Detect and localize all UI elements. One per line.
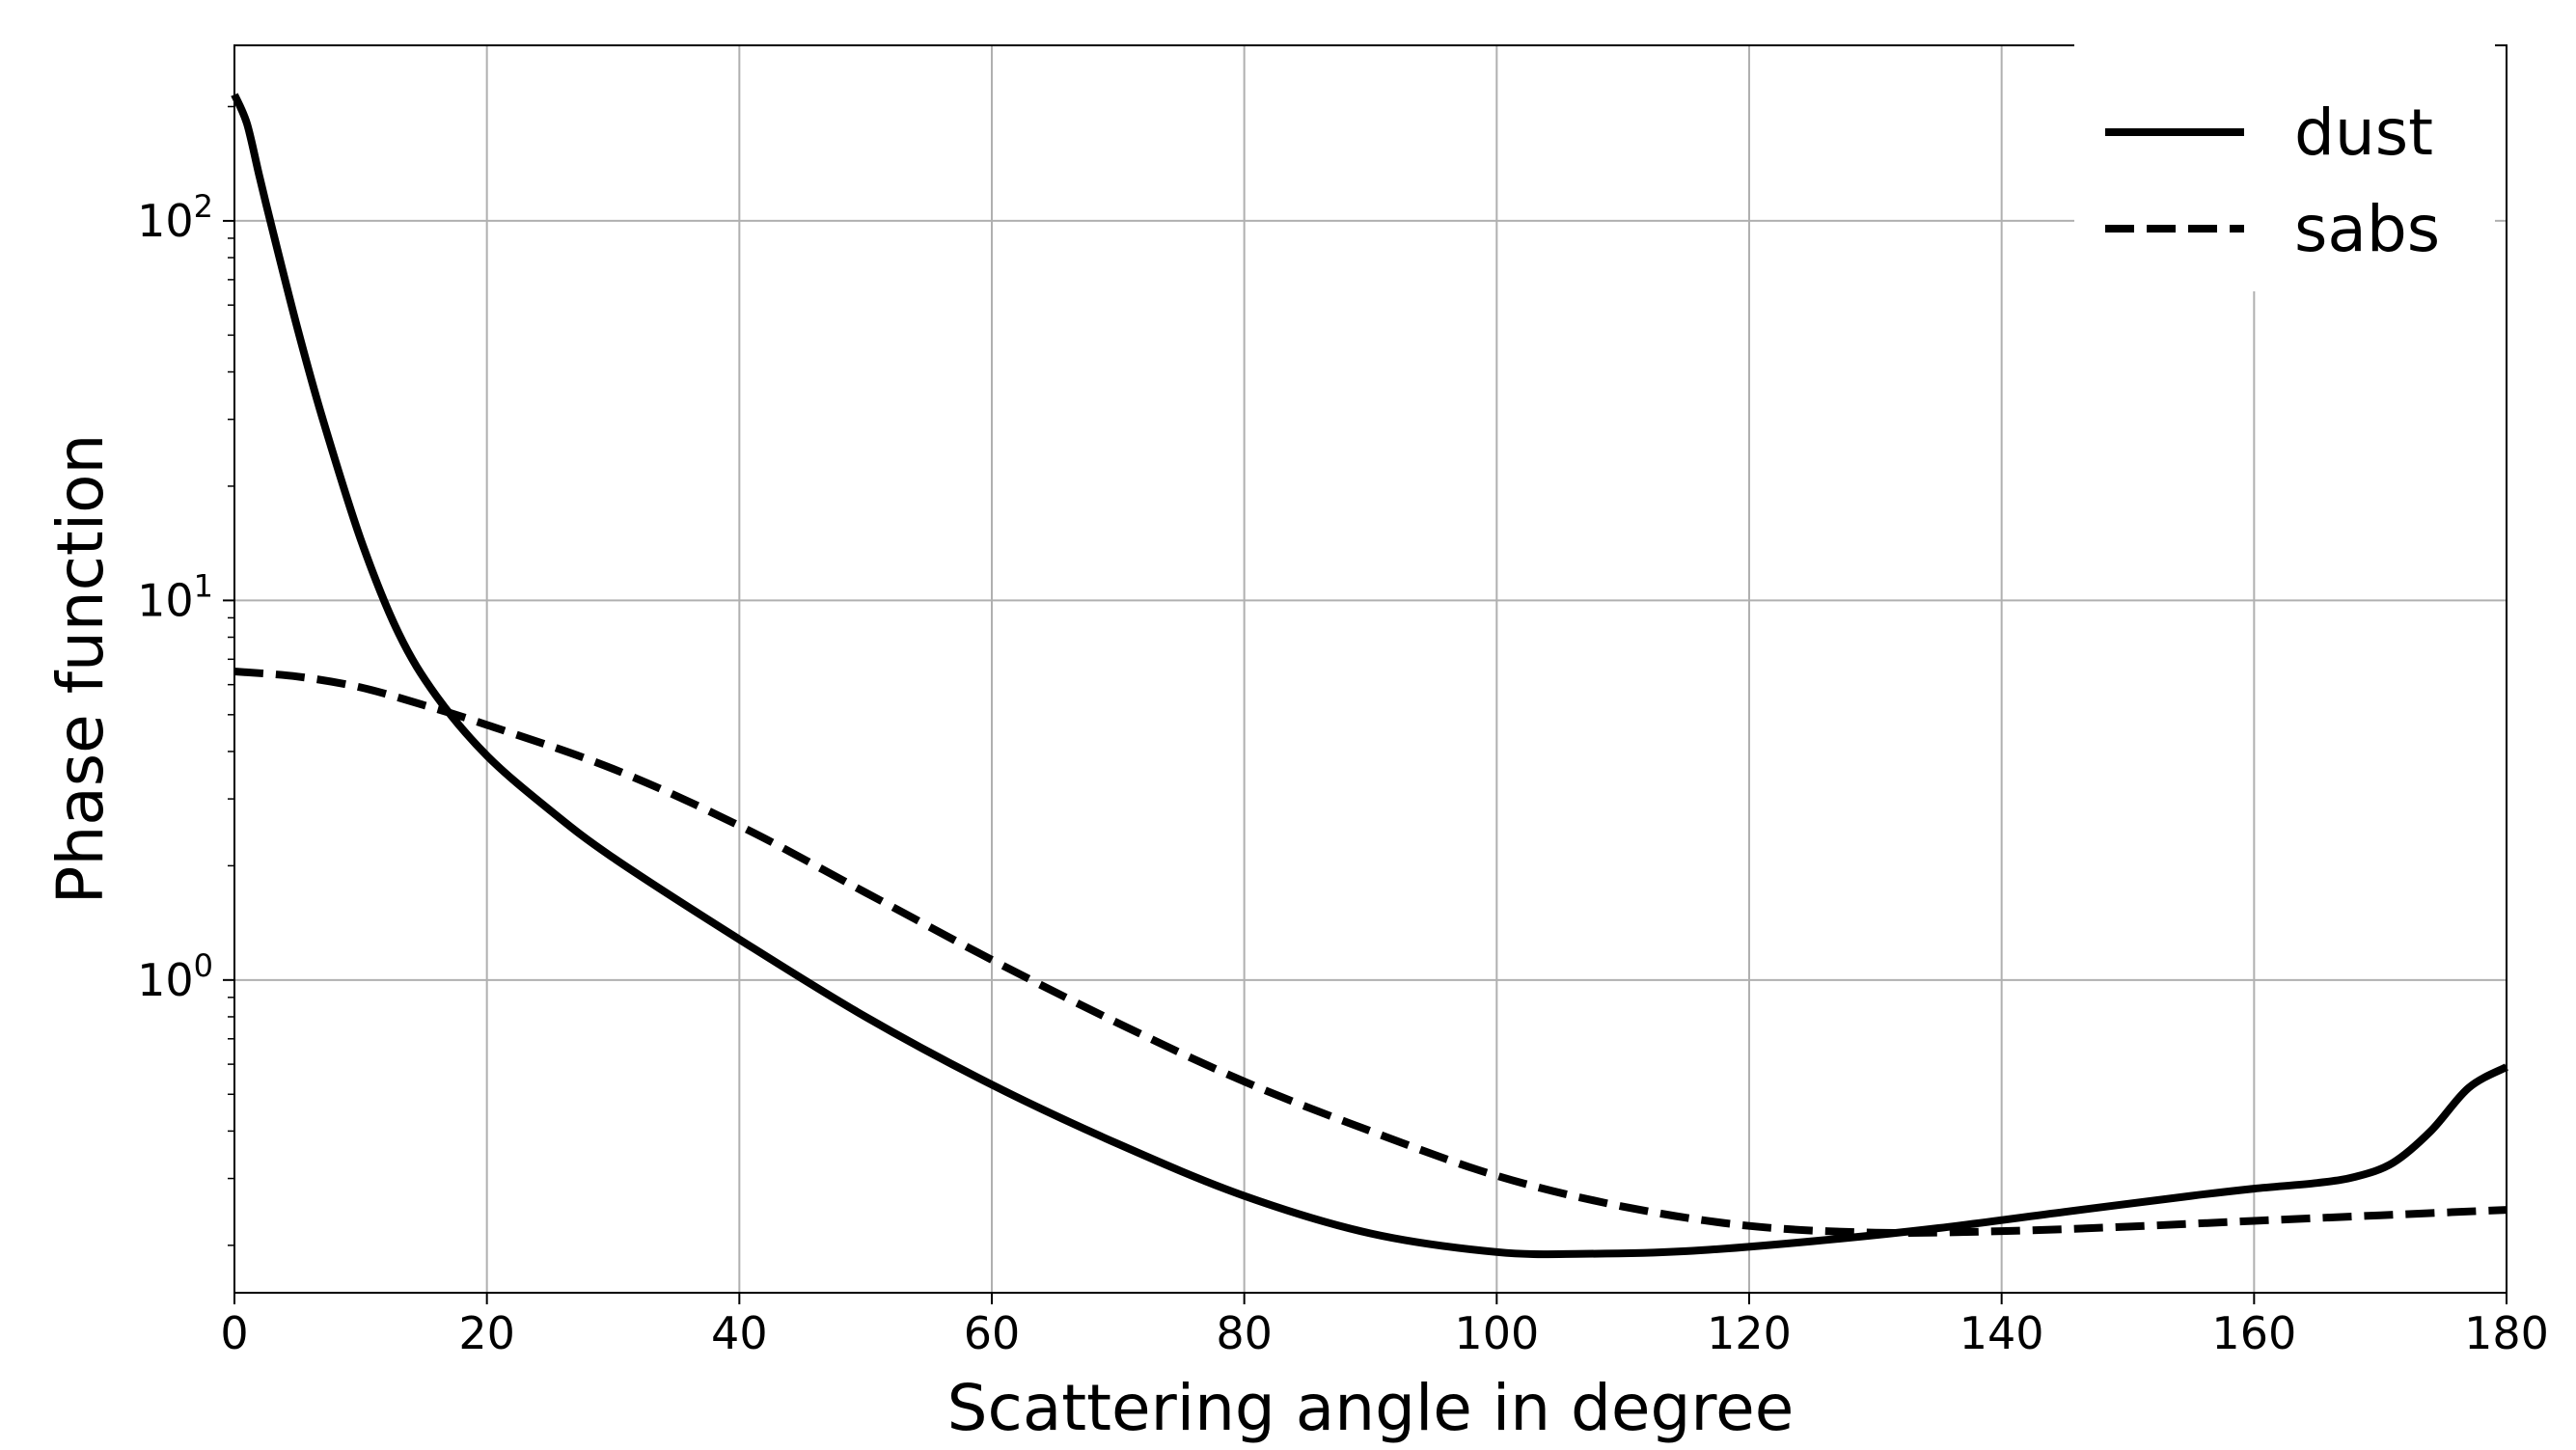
y-axis-ticks: 100 101 102 — [137, 188, 234, 1006]
y-tick-label: 102 — [137, 188, 213, 247]
x-tick-label: 80 — [1216, 1307, 1273, 1359]
x-tick-label: 0 — [220, 1307, 248, 1359]
x-tick-label: 120 — [1707, 1307, 1792, 1359]
plot-frame — [233, 44, 2507, 1294]
x-axis-ticks: 0 20 40 60 80 100 120 140 160 180 — [220, 1293, 2549, 1359]
legend-label-sabs: sabs — [2294, 192, 2440, 266]
legend-box — [2074, 33, 2495, 291]
y-axis-label: Phase function — [43, 434, 118, 905]
series-dust-line — [231, 93, 2508, 1259]
x-tick-label: 100 — [1454, 1307, 1539, 1359]
legend-label-dust: dust — [2294, 96, 2433, 170]
y-tick-label: 101 — [137, 567, 213, 626]
x-tick-label: 60 — [964, 1307, 1021, 1359]
minor-y-ticks — [228, 105, 234, 1246]
x-tick-label: 140 — [1959, 1307, 2044, 1359]
x-tick-label: 180 — [2464, 1307, 2549, 1359]
x-tick-label: 20 — [458, 1307, 515, 1359]
series-layer — [231, 93, 2508, 1259]
x-axis-label: Scattering angle in degree — [947, 1371, 1795, 1445]
x-tick-label: 40 — [711, 1307, 768, 1359]
series-sabs-line — [233, 668, 2507, 1237]
y-tick-label: 100 — [137, 947, 213, 1006]
x-tick-label: 160 — [2211, 1307, 2296, 1359]
legend: dust sabs — [2074, 33, 2495, 291]
